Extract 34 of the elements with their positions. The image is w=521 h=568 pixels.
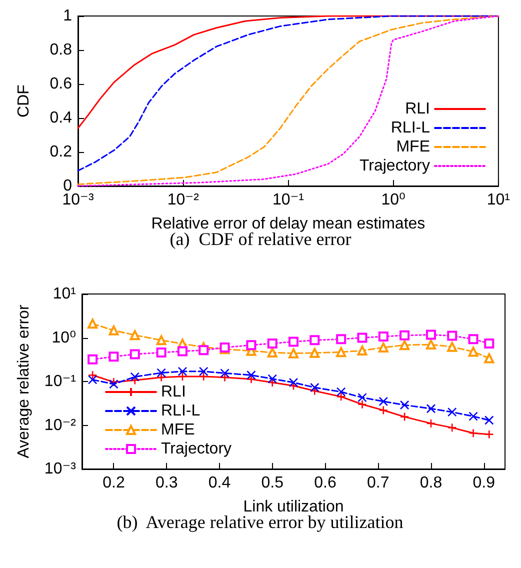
x-axis-title: Relative error of delay mean estimates: [151, 216, 426, 232]
x-tick-label: 10⁻¹: [272, 192, 304, 208]
x-tick-label: 0.3: [155, 474, 178, 492]
y-tick-label: 10¹: [52, 286, 76, 302]
x-tick-label: 0.8: [420, 474, 442, 492]
x-tick-label: 0.6: [314, 474, 336, 492]
y-tick-label: 10⁻³: [44, 460, 77, 478]
x-tick-label: 10⁻²: [167, 192, 200, 208]
y-tick-label: 0.8: [50, 42, 72, 58]
x-tick-label: 0.9: [472, 474, 496, 492]
legend-label: Trajectory: [161, 440, 232, 458]
y-tick-label: 0.6: [50, 76, 72, 92]
y-tick-label: 0: [63, 178, 72, 194]
x-tick-label: 0.2: [102, 474, 125, 492]
y-tick-label: 10⁻¹: [44, 373, 76, 390]
x-tick-label: 0.4: [208, 474, 231, 492]
y-tick-label: 10⁰: [52, 329, 76, 346]
y-tick-label: 0.4: [50, 110, 72, 126]
y-axis-title: CDF: [16, 84, 32, 118]
legend-label: Trajectory: [359, 158, 430, 174]
legend-label: MFE: [396, 138, 430, 156]
x-tick-label: 10¹: [486, 192, 510, 208]
legend-label: RLI: [405, 100, 430, 118]
legend-label: RLI: [161, 384, 186, 400]
x-tick-label: 0.7: [366, 474, 390, 492]
y-tick-label: 0.2: [50, 144, 72, 160]
legend-label: RLI-L: [390, 120, 430, 136]
legend-label: MFE: [161, 422, 195, 438]
legend-label: RLI-L: [161, 402, 200, 420]
y-tick-label: 10⁻²: [44, 416, 77, 434]
x-tick-label: 0.5: [261, 474, 284, 492]
x-tick-label: 10⁰: [381, 192, 406, 208]
y-axis-title: Average relative error: [16, 304, 32, 458]
y-tick-label: 1: [63, 8, 72, 24]
